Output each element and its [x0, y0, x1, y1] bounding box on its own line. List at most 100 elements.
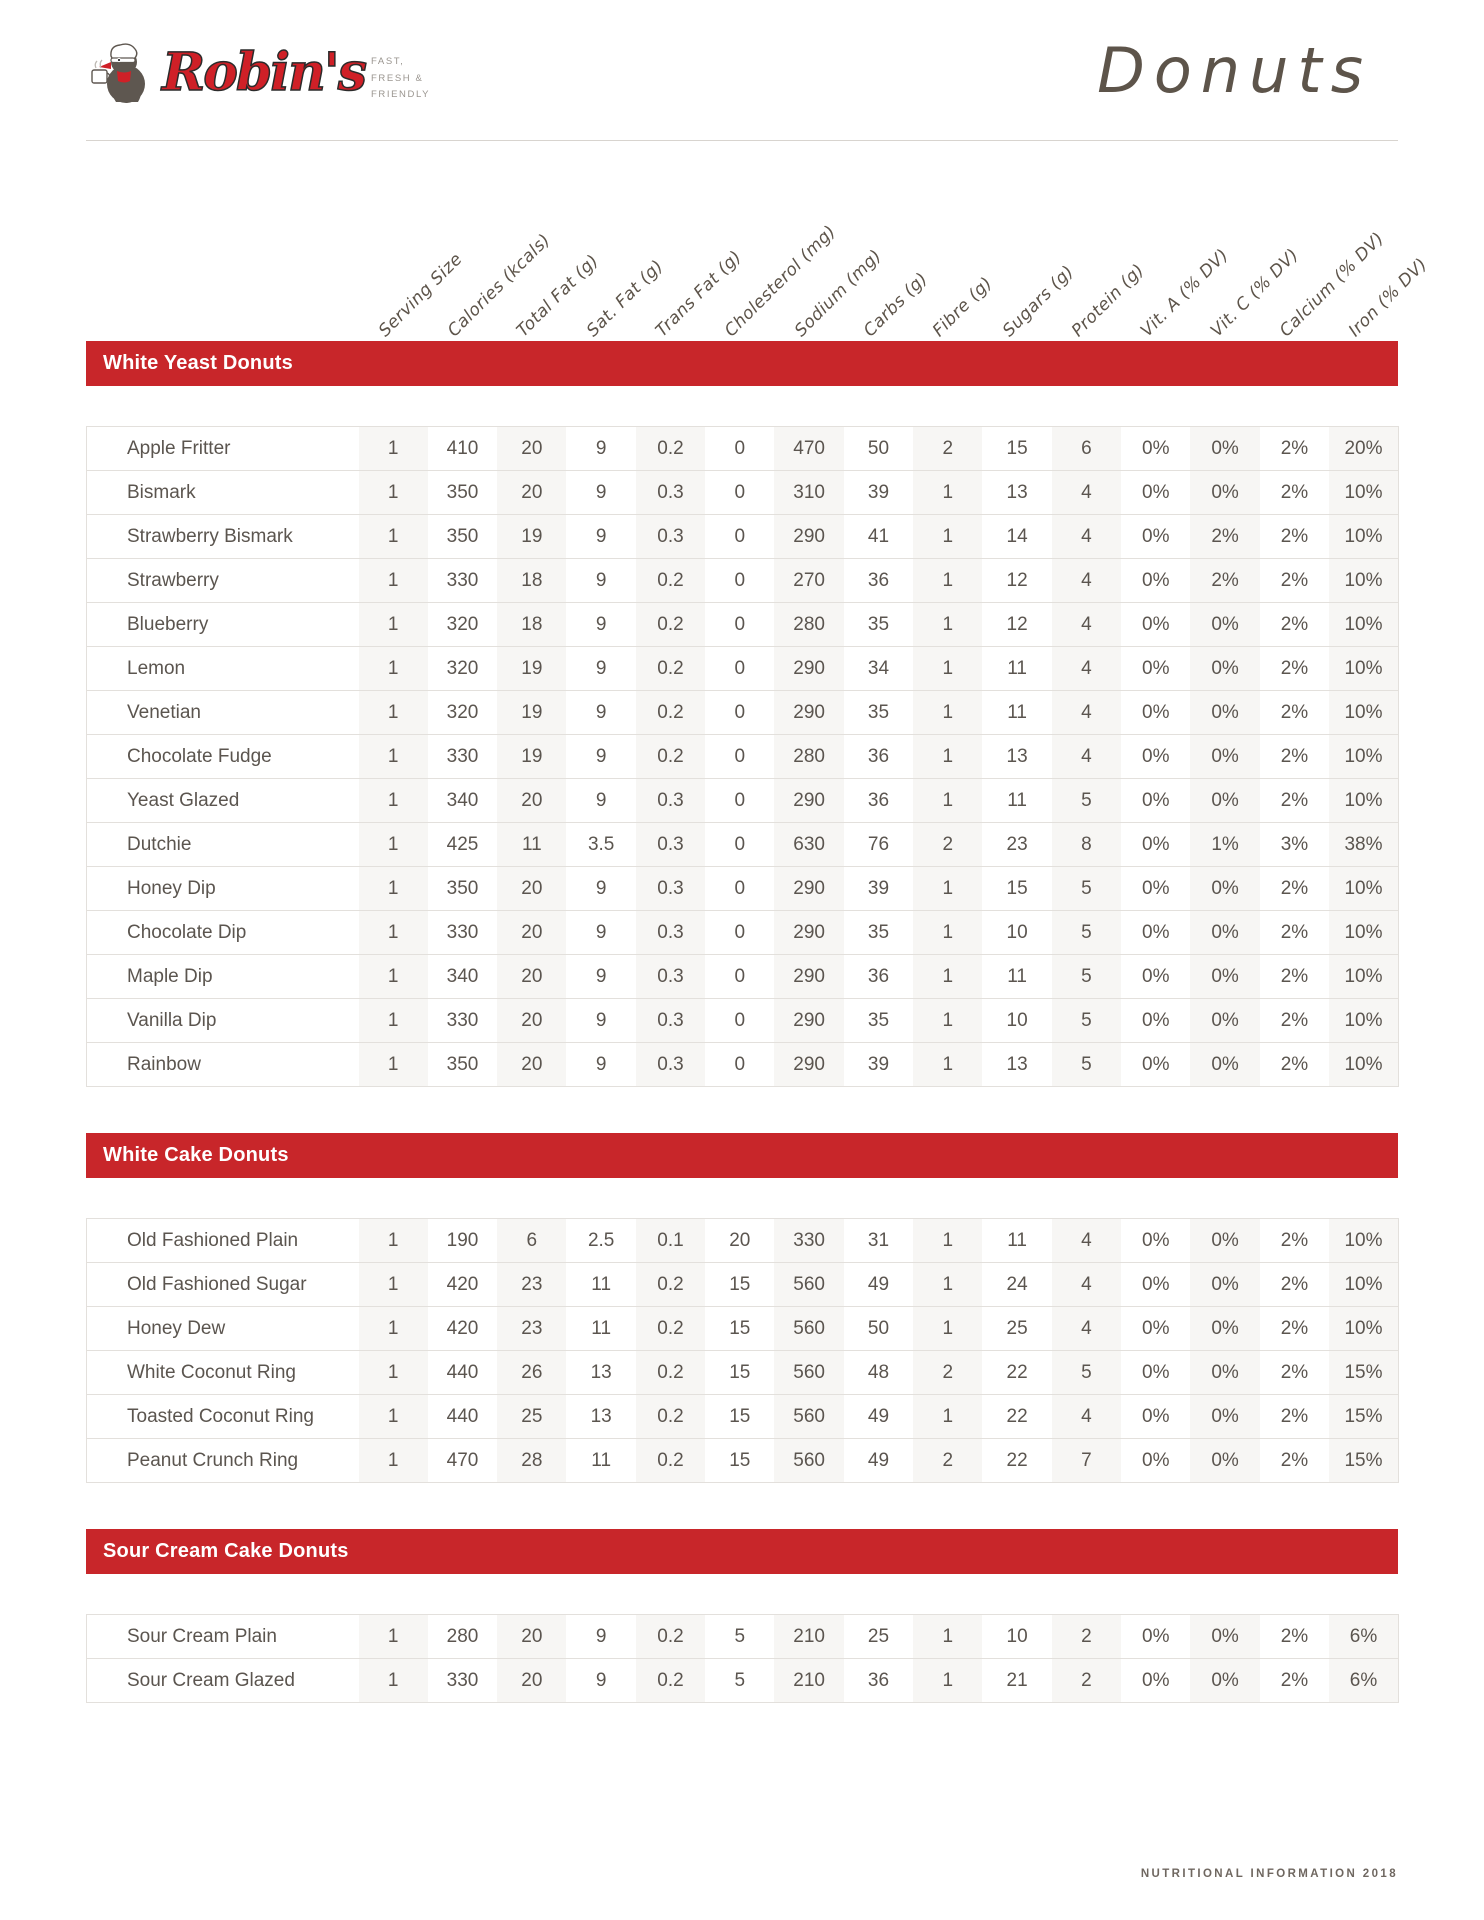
nutrition-value: 10% — [1329, 690, 1399, 735]
nutrition-value: 39 — [843, 1042, 914, 1087]
nutrition-value: 0.2 — [635, 426, 706, 471]
nutrition-value: 0% — [1121, 1350, 1191, 1395]
nutrition-value: 0% — [1121, 690, 1191, 735]
nutrition-value: 5 — [1051, 866, 1122, 911]
nutrition-value: 20 — [497, 954, 567, 999]
nutrition-value: 350 — [427, 1042, 498, 1087]
nutrition-value: 12 — [982, 558, 1052, 603]
nutrition-value: 1 — [358, 690, 428, 735]
nutrition-value: 0.3 — [635, 514, 706, 559]
nutrition-value: 425 — [427, 822, 498, 867]
nutrition-value: 0.2 — [635, 1614, 706, 1659]
table-row: Sour Cream Glazed 1 330 20 9 0.2 5 210 36 1 21 2 0% 0… — [86, 1658, 1399, 1703]
nutrition-value: 3.5 — [566, 822, 636, 867]
table-row: Maple Dip 1 340 20 9 0.3 0 290 36 1 11 5 0% 0% 2% 10% — [86, 954, 1399, 999]
nutrition-value: 11 — [566, 1438, 636, 1483]
nutrition-value: 1 — [913, 1658, 983, 1703]
nutrition-value: 0% — [1121, 1262, 1191, 1307]
nutrition-value: 2% — [1259, 558, 1330, 603]
nutrition-value: 0 — [705, 1042, 775, 1087]
nutrition-value: 0% — [1190, 866, 1260, 911]
nutrition-value: 2% — [1259, 514, 1330, 559]
document-header: Robin's FAST, FRESH & FRIENDLY Donuts — [86, 0, 1398, 128]
nutrition-value: 19 — [497, 514, 567, 559]
nutrition-value: 0.3 — [635, 822, 706, 867]
nutrition-value: 2.5 — [566, 1218, 636, 1263]
nutrition-value: 440 — [427, 1350, 498, 1395]
nutrition-value: 10% — [1329, 646, 1399, 691]
nutrition-value: 21 — [982, 1658, 1052, 1703]
nutrition-value: 1 — [913, 866, 983, 911]
nutrition-value: 18 — [497, 602, 567, 647]
nutrition-value: 10 — [982, 1614, 1052, 1659]
nutrition-value: 10% — [1329, 954, 1399, 999]
nutrition-value: 0% — [1190, 470, 1260, 515]
nutrition-value: 270 — [774, 558, 844, 603]
nutrition-value: 0 — [705, 426, 775, 471]
nutrition-value: 50 — [843, 1306, 914, 1351]
nutrition-value: 0% — [1121, 734, 1191, 779]
nutrition-value: 0% — [1190, 734, 1260, 779]
nutrition-value: 2% — [1259, 1614, 1330, 1659]
nutrition-value: 2% — [1190, 514, 1260, 559]
table-row: Apple Fritter 1 410 20 9 0.2 0 470 50 2 15 6 0% 0% 2% 2… — [86, 426, 1399, 471]
nutrition-value: 1 — [913, 1218, 983, 1263]
nutrition-value: 330 — [774, 1218, 844, 1263]
nutrition-value: 20 — [497, 866, 567, 911]
nutrition-value: 0 — [705, 778, 775, 823]
nutrition-value: 41 — [843, 514, 914, 559]
nutrition-value: 0% — [1121, 1218, 1191, 1263]
nutrition-value: 36 — [843, 734, 914, 779]
nutrition-value: 4 — [1051, 470, 1122, 515]
nutrition-value: 340 — [427, 954, 498, 999]
nutrition-value: 290 — [774, 954, 844, 999]
table-row: Peanut Crunch Ring 1 470 28 11 0.2 15 560 49 2 22 7… — [86, 1438, 1399, 1483]
nutrition-value: 560 — [774, 1438, 844, 1483]
nutrition-value: 0% — [1190, 1394, 1260, 1439]
nutrition-value: 4 — [1051, 1262, 1122, 1307]
nutrition-value: 13 — [566, 1350, 636, 1395]
nutrition-value: 0% — [1121, 1614, 1191, 1659]
nutrition-value: 1 — [358, 426, 428, 471]
nutrition-value: 10% — [1329, 470, 1399, 515]
nutrition-value: 0% — [1190, 1350, 1260, 1395]
nutrition-value: 350 — [427, 470, 498, 515]
table-row: Rainbow 1 350 20 9 0.3 0 290 39 1 13 5 0% 0% 2% 10% — [86, 1042, 1399, 1087]
nutrition-value: 0% — [1121, 866, 1191, 911]
nutrition-value: 5 — [1051, 778, 1122, 823]
item-name: Strawberry — [86, 558, 359, 603]
header-divider — [86, 140, 1398, 141]
nutrition-value: 1% — [1190, 822, 1260, 867]
nutrition-value: 0% — [1190, 646, 1260, 691]
table-row: Chocolate Fudge 1 330 19 9 0.2 0 280 36 1 13 4 0% 0% 2… — [86, 734, 1399, 779]
nutrition-value: 0.3 — [635, 778, 706, 823]
nutrition-value: 5 — [1051, 1042, 1122, 1087]
item-name: Dutchie — [86, 822, 359, 867]
table-row: Yeast Glazed 1 340 20 9 0.3 0 290 36 1 11 5 0% 0% 2% 10… — [86, 778, 1399, 823]
nutrition-value: 15% — [1329, 1350, 1399, 1395]
nutrition-value: 1 — [358, 514, 428, 559]
nutrition-value: 2% — [1190, 558, 1260, 603]
nutrition-value: 2% — [1259, 778, 1330, 823]
nutrition-value: 11 — [566, 1262, 636, 1307]
tagline-line-1: FAST, — [371, 56, 405, 68]
nutrition-value: 23 — [497, 1262, 567, 1307]
nutrition-value: 290 — [774, 866, 844, 911]
nutrition-value: 0.3 — [635, 910, 706, 955]
nutrition-value: 11 — [982, 954, 1052, 999]
nutrition-value: 0% — [1190, 910, 1260, 955]
nutrition-value: 9 — [566, 734, 636, 779]
nutrition-value: 1 — [358, 866, 428, 911]
nutrition-value: 23 — [497, 1306, 567, 1351]
nutrition-value: 9 — [566, 910, 636, 955]
nutrition-value: 6 — [1051, 426, 1122, 471]
nutrition-value: 1 — [358, 1394, 428, 1439]
nutrition-value: 210 — [774, 1658, 844, 1703]
nutrition-value: 9 — [566, 602, 636, 647]
item-name: Rainbow — [86, 1042, 359, 1087]
nutrition-value: 22 — [982, 1438, 1052, 1483]
nutrition-value: 10% — [1329, 998, 1399, 1043]
nutrition-value: 0.2 — [635, 1306, 706, 1351]
nutrition-value: 4 — [1051, 514, 1122, 559]
nutrition-value: 0% — [1190, 1306, 1260, 1351]
